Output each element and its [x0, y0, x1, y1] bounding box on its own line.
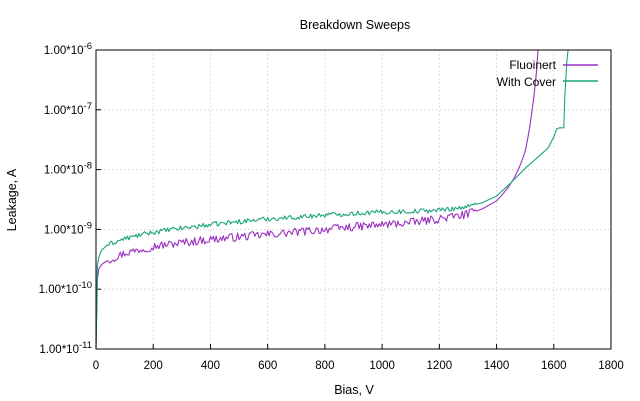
series-line-with-cover — [96, 50, 569, 349]
y-tick-label: 1.00*10-11 — [39, 340, 92, 356]
legend-label-with-cover: With Cover — [497, 75, 556, 89]
y-tick-label: 1.00*10-8 — [44, 161, 92, 177]
x-tick-label: 400 — [201, 360, 220, 372]
y-tick-label: 1.00*10-9 — [44, 220, 92, 236]
x-tick-label: 200 — [144, 360, 163, 372]
plot-area — [96, 50, 569, 349]
x-tick-label: 1600 — [541, 360, 567, 372]
x-tick-label: 1800 — [598, 360, 624, 372]
y-tick-label: 1.00*10-7 — [44, 101, 92, 117]
x-tick-label: 0 — [93, 360, 99, 372]
x-tick-label: 1200 — [427, 360, 453, 372]
x-tick-label: 1400 — [484, 360, 510, 372]
chart-title: Breakdown Sweeps — [300, 18, 410, 32]
x-tick-label: 600 — [258, 360, 277, 372]
x-tick-label: 1000 — [369, 360, 395, 372]
grid — [96, 50, 611, 349]
series-line-fluoinert — [96, 50, 540, 349]
y-tick-label: 1.00*10-10 — [39, 280, 92, 296]
plot-frame — [95, 49, 612, 350]
legend-label-fluoinert: Fluoinert — [509, 58, 556, 72]
x-axis-label: Bias, V — [334, 383, 374, 397]
y-tick-label: 1.00*10-6 — [44, 41, 92, 57]
x-tick-label: 800 — [315, 360, 334, 372]
y-axis-label: Leakage, A — [5, 168, 19, 231]
axis-ticks: 0 200 400 600 800 1000 1200 1400 1600 1800 1.00*10… — [39, 41, 624, 372]
legend: Fluoinert With Cover — [497, 58, 598, 89]
